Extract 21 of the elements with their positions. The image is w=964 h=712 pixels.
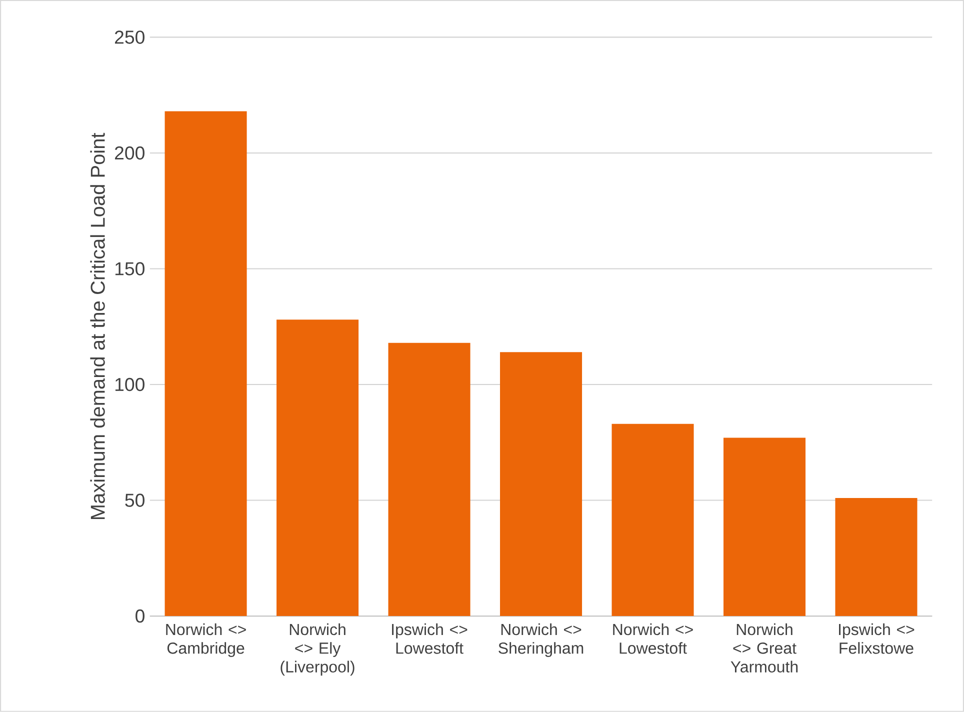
- x-tick-label: Ipswich <> Lowestoft: [392, 623, 468, 654]
- x-tick-label: Norwich <> Ely (Liverpool): [280, 623, 354, 676]
- bar: [835, 498, 918, 616]
- bar: [723, 438, 806, 616]
- x-tick-label: Norwich <> Sheringham: [498, 623, 584, 658]
- y-axis-title: Maximum demand at the Critical Load Point: [90, 132, 105, 520]
- y-tick-label: 250: [114, 30, 144, 44]
- x-tick-label: Ipswich <> Felixstowe: [839, 623, 914, 654]
- bar: [388, 342, 470, 616]
- x-tick-label: Norwich <> Cambridge: [166, 623, 246, 658]
- y-tick-label: 150: [115, 262, 144, 276]
- bar: [164, 111, 247, 616]
- bar: [612, 424, 694, 616]
- y-tick-label: 50: [125, 494, 144, 507]
- y-tick-label: 200: [114, 146, 144, 160]
- bar: [276, 320, 359, 616]
- x-tick-label: Norwich <> Great Yarmouth: [730, 623, 798, 673]
- y-tick-label: 0: [136, 609, 144, 623]
- x-tick-label: Norwich <> Lowestoft: [613, 623, 693, 654]
- y-tick-label: 100: [115, 378, 144, 392]
- bar: [500, 352, 582, 616]
